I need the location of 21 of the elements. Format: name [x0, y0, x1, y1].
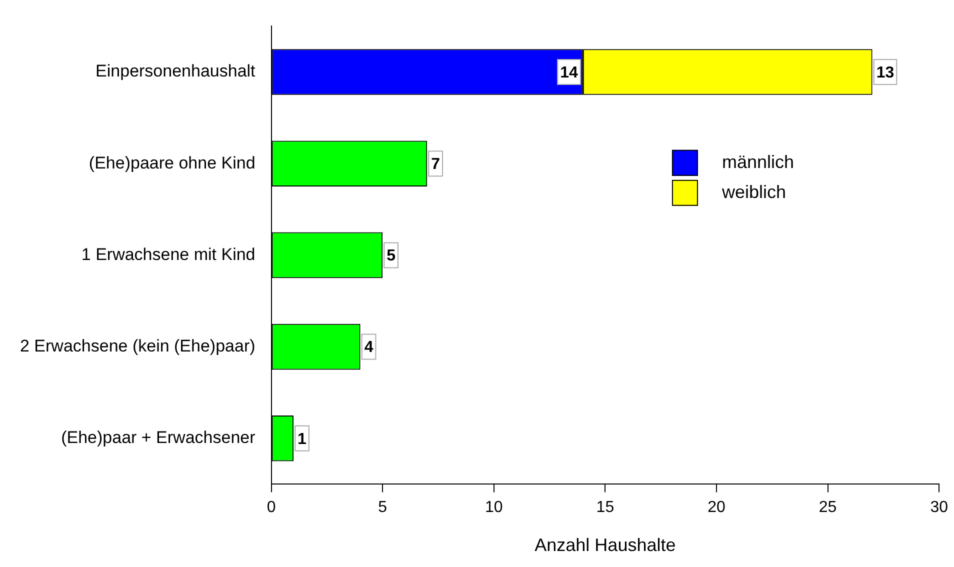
x-tick-label: 25: [818, 499, 837, 516]
data-label: 14: [560, 64, 578, 82]
data-label: 1: [298, 430, 307, 448]
x-tick-label: 30: [930, 499, 948, 516]
y-tick-label: 1 Erwachsene mit Kind: [81, 244, 256, 264]
legend-label: weiblich: [720, 182, 786, 202]
y-tick-label: (Ehe)paar + Erwachsener: [61, 428, 256, 448]
x-tick-label: 0: [266, 499, 276, 516]
x-tick-label: 10: [484, 499, 503, 516]
data-label: 5: [386, 248, 396, 265]
x-tick-label: 15: [596, 499, 614, 516]
data-label: 4: [364, 339, 374, 356]
data-label: 13: [876, 64, 894, 82]
x-tick-label: 5: [378, 499, 388, 516]
legend-label: männlich: [722, 152, 794, 172]
x-tick-label: 20: [708, 499, 726, 516]
y-tick-label: (Ehe)paare ohne Kind: [88, 153, 256, 172]
data-label: 7: [431, 156, 440, 174]
x-axis-title: Anzahl Haushalte: [534, 535, 676, 556]
y-tick-label: 2 Erwachsene (kein (Ehe)paar): [20, 336, 256, 356]
y-tick-label: Einpersonenhaushalt: [96, 62, 256, 81]
